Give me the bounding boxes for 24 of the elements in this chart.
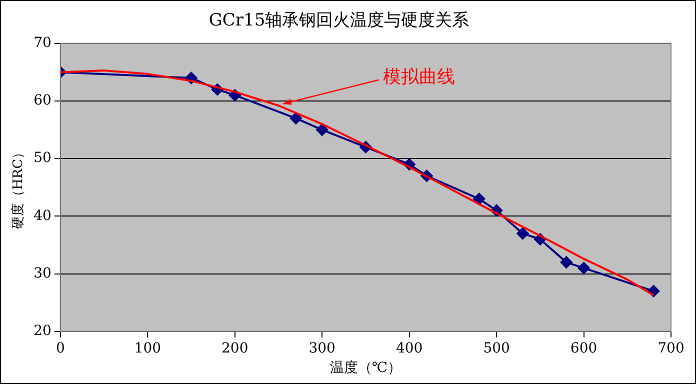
y-tick-label: 60 [34, 92, 52, 109]
y-tick-label: 20 [34, 323, 52, 340]
x-tick-label: 100 [134, 340, 162, 356]
annotation: 模拟曲线 [382, 66, 455, 88]
point [560, 256, 572, 268]
x-tick-label: 600 [570, 340, 598, 356]
x-tick-label: 200 [222, 340, 248, 356]
x-tick-label: 700 [658, 340, 684, 356]
x-tick-label: 400 [396, 340, 423, 356]
point [290, 112, 302, 124]
chart-title: GCr15轴承钢回火温度与硬度关系 [208, 10, 470, 31]
y-tick-label: 40 [34, 208, 52, 224]
point [578, 262, 590, 274]
x-axis-title: 温度（℃） [330, 360, 402, 376]
point [473, 192, 486, 205]
y-tick-label: 30 [34, 265, 52, 282]
y-tick-label: 70 [34, 35, 52, 52]
y-axis-title: 硬度（HRC） [10, 146, 26, 229]
x-tick-label: 0 [56, 340, 65, 356]
x-tick-label: 500 [483, 340, 510, 356]
point [516, 227, 529, 240]
x-tick-label: 300 [308, 340, 336, 356]
point [316, 124, 328, 136]
y-tick-label: 50 [34, 150, 52, 166]
